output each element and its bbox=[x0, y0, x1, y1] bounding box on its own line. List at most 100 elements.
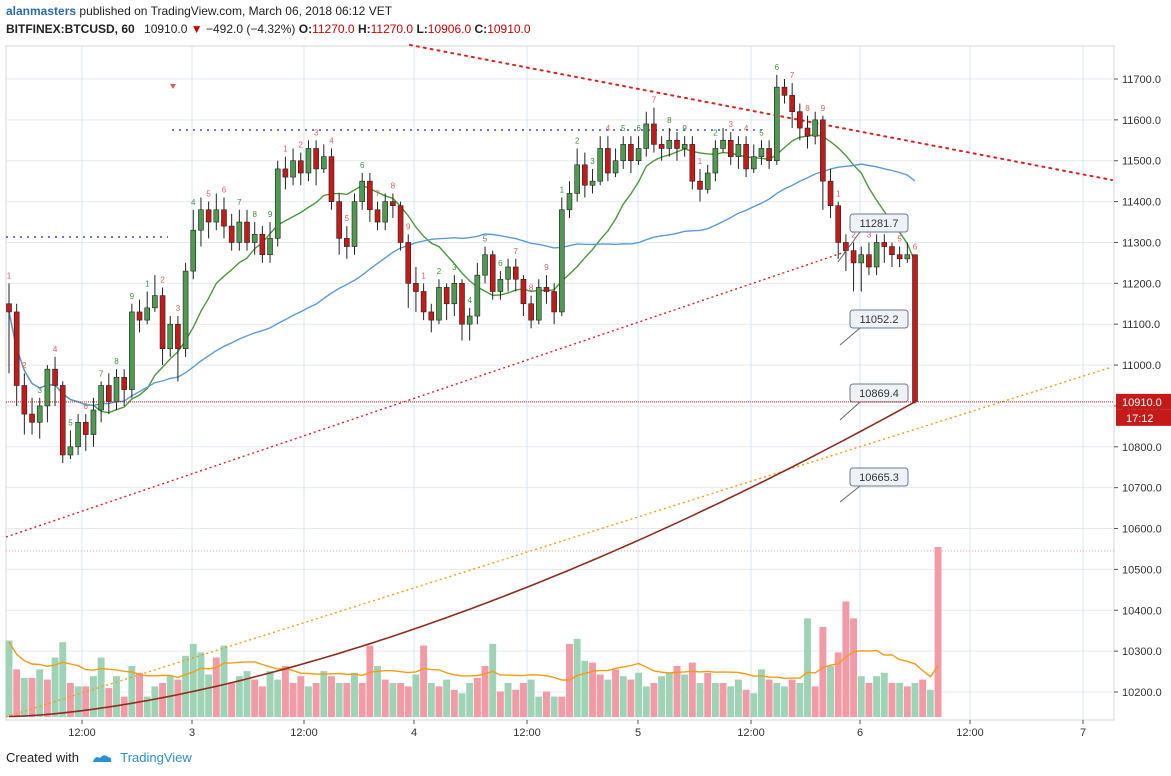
volume-bar bbox=[220, 645, 228, 717]
x-tick-label: 12:00 bbox=[737, 727, 765, 739]
candle-up bbox=[198, 209, 204, 231]
callout-value: 10665.3 bbox=[859, 472, 899, 484]
td-sequential-label: 9 bbox=[130, 292, 135, 301]
volume-bar bbox=[328, 676, 335, 717]
volume-bar bbox=[558, 696, 566, 717]
td-sequential-label: 4 bbox=[53, 345, 58, 354]
volume-bar bbox=[473, 677, 481, 717]
volume-bar bbox=[742, 689, 750, 717]
high-label: H: bbox=[357, 22, 371, 36]
y-tick-label: 11000.0 bbox=[1122, 360, 1161, 372]
candle-up bbox=[152, 295, 158, 309]
volume-bar bbox=[750, 693, 758, 717]
td-sequential-label: 8 bbox=[391, 181, 396, 190]
candle-down bbox=[889, 246, 895, 256]
volume-bar bbox=[481, 666, 489, 717]
volume-bar bbox=[366, 645, 374, 717]
volume-bar bbox=[20, 677, 28, 717]
price-chart[interactable]: 11700.0 11600.0 11500.0 11400.0 11300.0 11200… bbox=[0, 42, 1171, 748]
last-price-tag bbox=[1116, 393, 1171, 410]
td-sequential-label: 3 bbox=[314, 128, 319, 137]
volume-bar bbox=[205, 674, 213, 717]
x-tick-label: 6 bbox=[857, 727, 863, 739]
candle-down bbox=[59, 385, 66, 456]
td-sequential-label: 3 bbox=[729, 120, 734, 129]
x-tick-label: 5 bbox=[635, 727, 641, 739]
low-label: L: bbox=[416, 22, 428, 36]
x-tick-label: 4 bbox=[411, 727, 417, 739]
candle-down bbox=[13, 311, 20, 386]
volume-bar bbox=[512, 689, 520, 717]
volume-bar bbox=[650, 683, 658, 717]
volume-bar bbox=[496, 691, 504, 717]
candle-down bbox=[512, 266, 519, 280]
candle-up bbox=[720, 140, 726, 149]
volume-bar bbox=[97, 657, 105, 717]
tradingview-link[interactable]: TradingView bbox=[120, 750, 192, 765]
volume-bar bbox=[658, 676, 666, 717]
volume-bar bbox=[573, 638, 581, 717]
last-price: 10910.0 bbox=[144, 22, 188, 36]
candle-down bbox=[520, 278, 527, 305]
volume-bar bbox=[719, 683, 727, 717]
y-tick-label: 11300.0 bbox=[1122, 237, 1161, 249]
tradingview-logo-icon bbox=[92, 754, 111, 762]
candle-up bbox=[98, 385, 104, 411]
volume-bar bbox=[297, 676, 305, 717]
volume-bar bbox=[412, 674, 420, 717]
volume-bar bbox=[51, 657, 59, 717]
td-sequential-label: 6 bbox=[498, 259, 503, 268]
candle-up bbox=[67, 446, 74, 456]
candle-up bbox=[681, 144, 688, 149]
volume-bar bbox=[174, 679, 182, 717]
volume-bar bbox=[151, 686, 159, 717]
y-tick-label: 11500.0 bbox=[1122, 156, 1161, 168]
volume-bar bbox=[90, 676, 97, 717]
y-tick-label: 10200.0 bbox=[1122, 687, 1162, 699]
td-sequential-label: 1 bbox=[560, 186, 565, 195]
candle-down bbox=[205, 209, 212, 223]
candle-down bbox=[136, 311, 143, 321]
candle-down bbox=[582, 164, 588, 186]
descending-trendline bbox=[409, 44, 1113, 181]
td-sequential-label: 7 bbox=[237, 198, 242, 207]
td-sequential-label: 4 bbox=[191, 198, 196, 207]
volume-bar bbox=[358, 683, 366, 717]
td-sequential-label: 8 bbox=[114, 357, 119, 366]
volume-bar bbox=[688, 662, 696, 717]
volume-bar bbox=[919, 679, 927, 717]
candle-up bbox=[44, 368, 51, 407]
candle-up bbox=[666, 140, 673, 149]
td-sequential-label: 4 bbox=[744, 124, 749, 133]
volume-bar bbox=[834, 652, 842, 717]
candle-up bbox=[466, 315, 473, 325]
candle-up bbox=[559, 209, 565, 313]
candle-down bbox=[804, 127, 811, 137]
candle-down bbox=[605, 148, 611, 174]
y-tick-label: 10300.0 bbox=[1122, 646, 1162, 658]
callout-leader bbox=[839, 327, 861, 346]
candle-down bbox=[835, 205, 842, 243]
candle-up bbox=[190, 229, 197, 272]
countdown-label: 17:12 bbox=[1126, 413, 1154, 425]
callout-box bbox=[849, 213, 909, 233]
candle-up bbox=[267, 238, 273, 256]
td-sequential-label: 7 bbox=[375, 190, 380, 199]
last-price-tag-label: 10910.0 bbox=[1122, 397, 1162, 409]
candle-up bbox=[712, 148, 719, 174]
td-sequential-label: 8 bbox=[252, 210, 257, 219]
author-link[interactable]: alanmasters bbox=[6, 4, 77, 18]
candle-down bbox=[743, 144, 749, 170]
volume-bar bbox=[673, 666, 681, 717]
volume-bar bbox=[66, 683, 74, 717]
candle-down bbox=[175, 323, 181, 350]
candle-down bbox=[443, 287, 450, 305]
candle-down bbox=[797, 111, 803, 129]
candle-up bbox=[750, 156, 757, 170]
volume-bar bbox=[159, 683, 167, 717]
volume-bar bbox=[489, 643, 497, 717]
volume-bar bbox=[404, 686, 412, 717]
candle-down bbox=[689, 144, 696, 182]
symbol-name[interactable]: BITFINEX:BTCUSD, 60 bbox=[6, 22, 135, 36]
candle-down bbox=[367, 180, 373, 211]
